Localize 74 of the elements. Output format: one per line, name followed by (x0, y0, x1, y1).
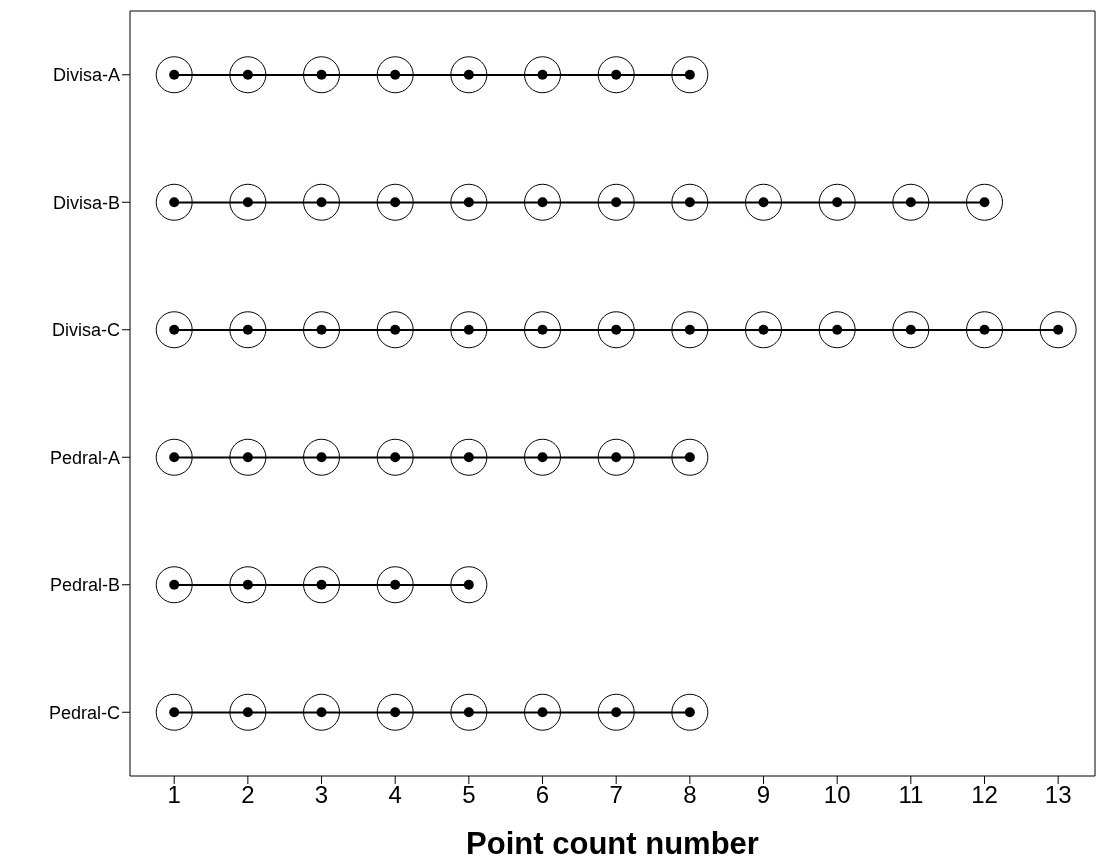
point (229, 311, 267, 349)
point (450, 56, 488, 94)
point (597, 438, 635, 476)
point (450, 311, 488, 349)
point (892, 311, 930, 349)
point (376, 566, 414, 604)
point (524, 693, 562, 731)
point (818, 183, 856, 221)
x-tick-label: 12 (971, 781, 998, 809)
point (155, 566, 193, 604)
point (376, 56, 414, 94)
point (671, 311, 709, 349)
y-tick-label: Pedral-A (49, 447, 120, 468)
x-tick-label: 1 (167, 781, 181, 809)
point (966, 311, 1003, 349)
point (155, 311, 193, 349)
x-tick-label: 11 (898, 781, 924, 809)
point (303, 183, 341, 221)
x-tick-label: 4 (388, 781, 402, 809)
point (155, 183, 193, 221)
point (155, 693, 193, 731)
point (450, 566, 488, 604)
point (745, 311, 783, 349)
point (155, 438, 193, 476)
point (671, 56, 709, 94)
point (671, 693, 709, 731)
point (303, 311, 341, 349)
point (892, 183, 930, 221)
point (155, 56, 193, 94)
point (376, 183, 414, 221)
y-tick-label: Divisa-C (51, 320, 120, 341)
point (229, 693, 267, 731)
point (229, 566, 267, 604)
point (303, 56, 341, 94)
point (450, 438, 488, 476)
x-tick-label: 9 (756, 781, 771, 809)
x-tick-label: 6 (535, 781, 550, 809)
point (597, 183, 635, 221)
point (376, 693, 414, 731)
point (376, 438, 414, 476)
point (303, 693, 341, 731)
point (524, 183, 562, 221)
point (597, 693, 635, 731)
x-axis-title: Point count number (466, 826, 759, 861)
x-tick-label: 8 (683, 781, 697, 809)
point (966, 183, 1003, 221)
point (745, 183, 783, 221)
point (1039, 311, 1077, 349)
y-tick-label: Pedral-B (49, 575, 120, 596)
point (818, 311, 856, 349)
point (671, 183, 709, 221)
point (597, 56, 635, 94)
point (229, 183, 267, 221)
point (671, 438, 709, 476)
point (524, 311, 562, 349)
x-tick-label: 7 (609, 781, 623, 809)
point (597, 311, 635, 349)
x-tick-label: 13 (1044, 781, 1072, 809)
y-tick-label: Pedral-C (48, 702, 120, 723)
y-tick-label: Divisa-A (52, 65, 120, 86)
point (376, 311, 414, 349)
point (229, 56, 267, 94)
x-tick-label: 5 (462, 781, 476, 809)
y-tick-label: Divisa-B (52, 192, 120, 213)
point (303, 438, 341, 476)
point (229, 438, 267, 476)
x-tick-label: 3 (314, 781, 329, 809)
point (303, 566, 341, 604)
x-tick-label: 10 (823, 781, 851, 809)
point (450, 183, 488, 221)
point (524, 56, 562, 94)
point (524, 438, 562, 476)
point (450, 693, 488, 731)
x-tick-label: 2 (241, 781, 255, 809)
